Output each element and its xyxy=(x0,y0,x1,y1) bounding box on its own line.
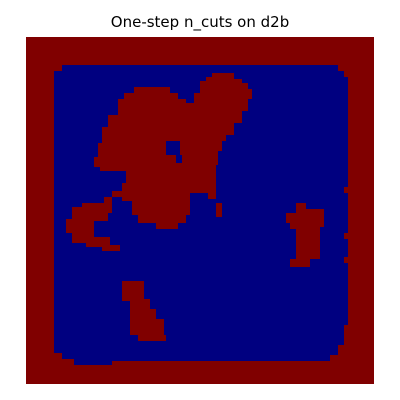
red-region-lower xyxy=(122,281,166,341)
blue-hole-1 xyxy=(166,141,180,155)
figure-title: One-step n_cuts on d2b xyxy=(110,13,290,31)
segmentation-mask-svg xyxy=(26,37,374,384)
blue-hole-2 xyxy=(176,155,182,163)
red-region-right xyxy=(286,203,324,267)
red-region-center xyxy=(66,73,252,251)
segmentation-image xyxy=(26,37,374,384)
